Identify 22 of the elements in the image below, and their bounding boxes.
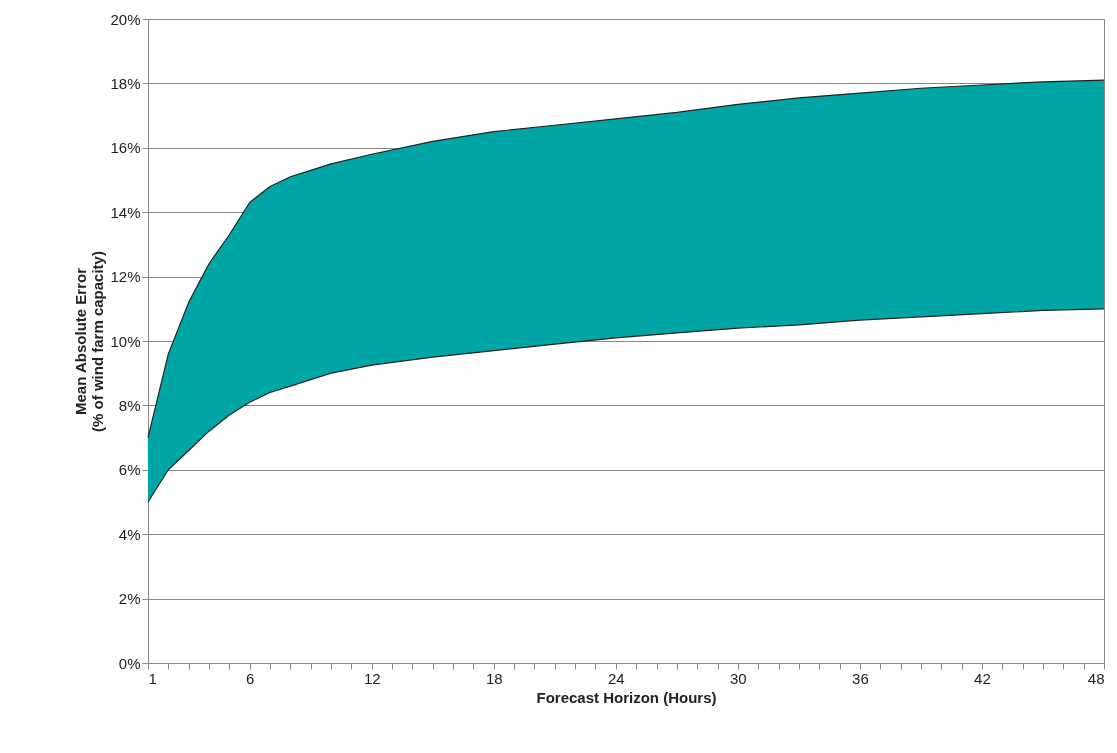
x-tick-label: 12 — [363, 669, 381, 687]
x-tick-label: 24 — [607, 669, 625, 687]
y-tick-label: 6% — [118, 461, 141, 479]
y-tick-label: 16% — [110, 139, 141, 157]
y-tick-label: 12% — [110, 268, 141, 286]
y-tick-label: 2% — [118, 590, 141, 608]
x-tick-label: 30 — [730, 669, 747, 687]
y-tick-label: 4% — [118, 525, 141, 543]
y-tick-label: 10% — [110, 332, 141, 350]
y-tick-label: 14% — [110, 203, 141, 221]
y-tick-label: 8% — [118, 396, 141, 414]
x-tick-label: 1 — [148, 669, 157, 687]
x-axis-title: Forecast Horizon (Hours) — [536, 688, 717, 706]
y-tick-label: 18% — [110, 74, 141, 92]
y-axis-title: Mean Absolute Error (% of wind farm capacity) — [72, 251, 107, 432]
x-tick-label: 36 — [852, 669, 869, 687]
x-tick-label: 18 — [485, 669, 503, 687]
y-tick-label: 0% — [118, 654, 141, 672]
x-tick-label: 48 — [1087, 669, 1105, 687]
x-tick-label: 42 — [974, 669, 991, 687]
x-tick-label: 6 — [246, 669, 255, 687]
y-tick-label: 20% — [110, 10, 141, 28]
